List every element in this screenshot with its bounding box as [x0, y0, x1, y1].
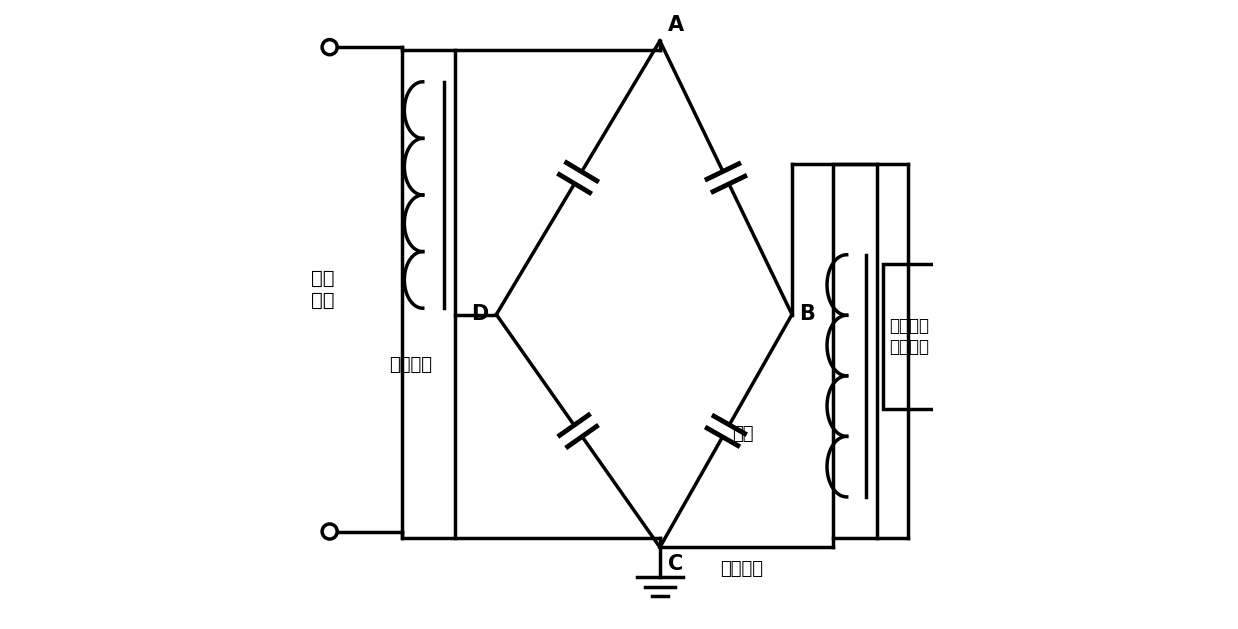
Bar	[402, 50, 456, 538]
Text: 谐波补偶: 谐波补偶	[719, 560, 763, 578]
Text: 试品: 试品	[732, 425, 754, 443]
Text: 变频电源
（谐波）: 变频电源 （谐波）	[890, 317, 930, 356]
Bar	[883, 264, 937, 409]
Text: D: D	[470, 304, 488, 325]
Text: A: A	[669, 14, 685, 35]
Bar	[833, 164, 877, 538]
Text: C: C	[669, 554, 683, 574]
Text: B: B	[800, 304, 816, 325]
Text: 工频
电源: 工频 电源	[311, 269, 334, 310]
Text: 工频补偶: 工频补偶	[390, 356, 432, 374]
